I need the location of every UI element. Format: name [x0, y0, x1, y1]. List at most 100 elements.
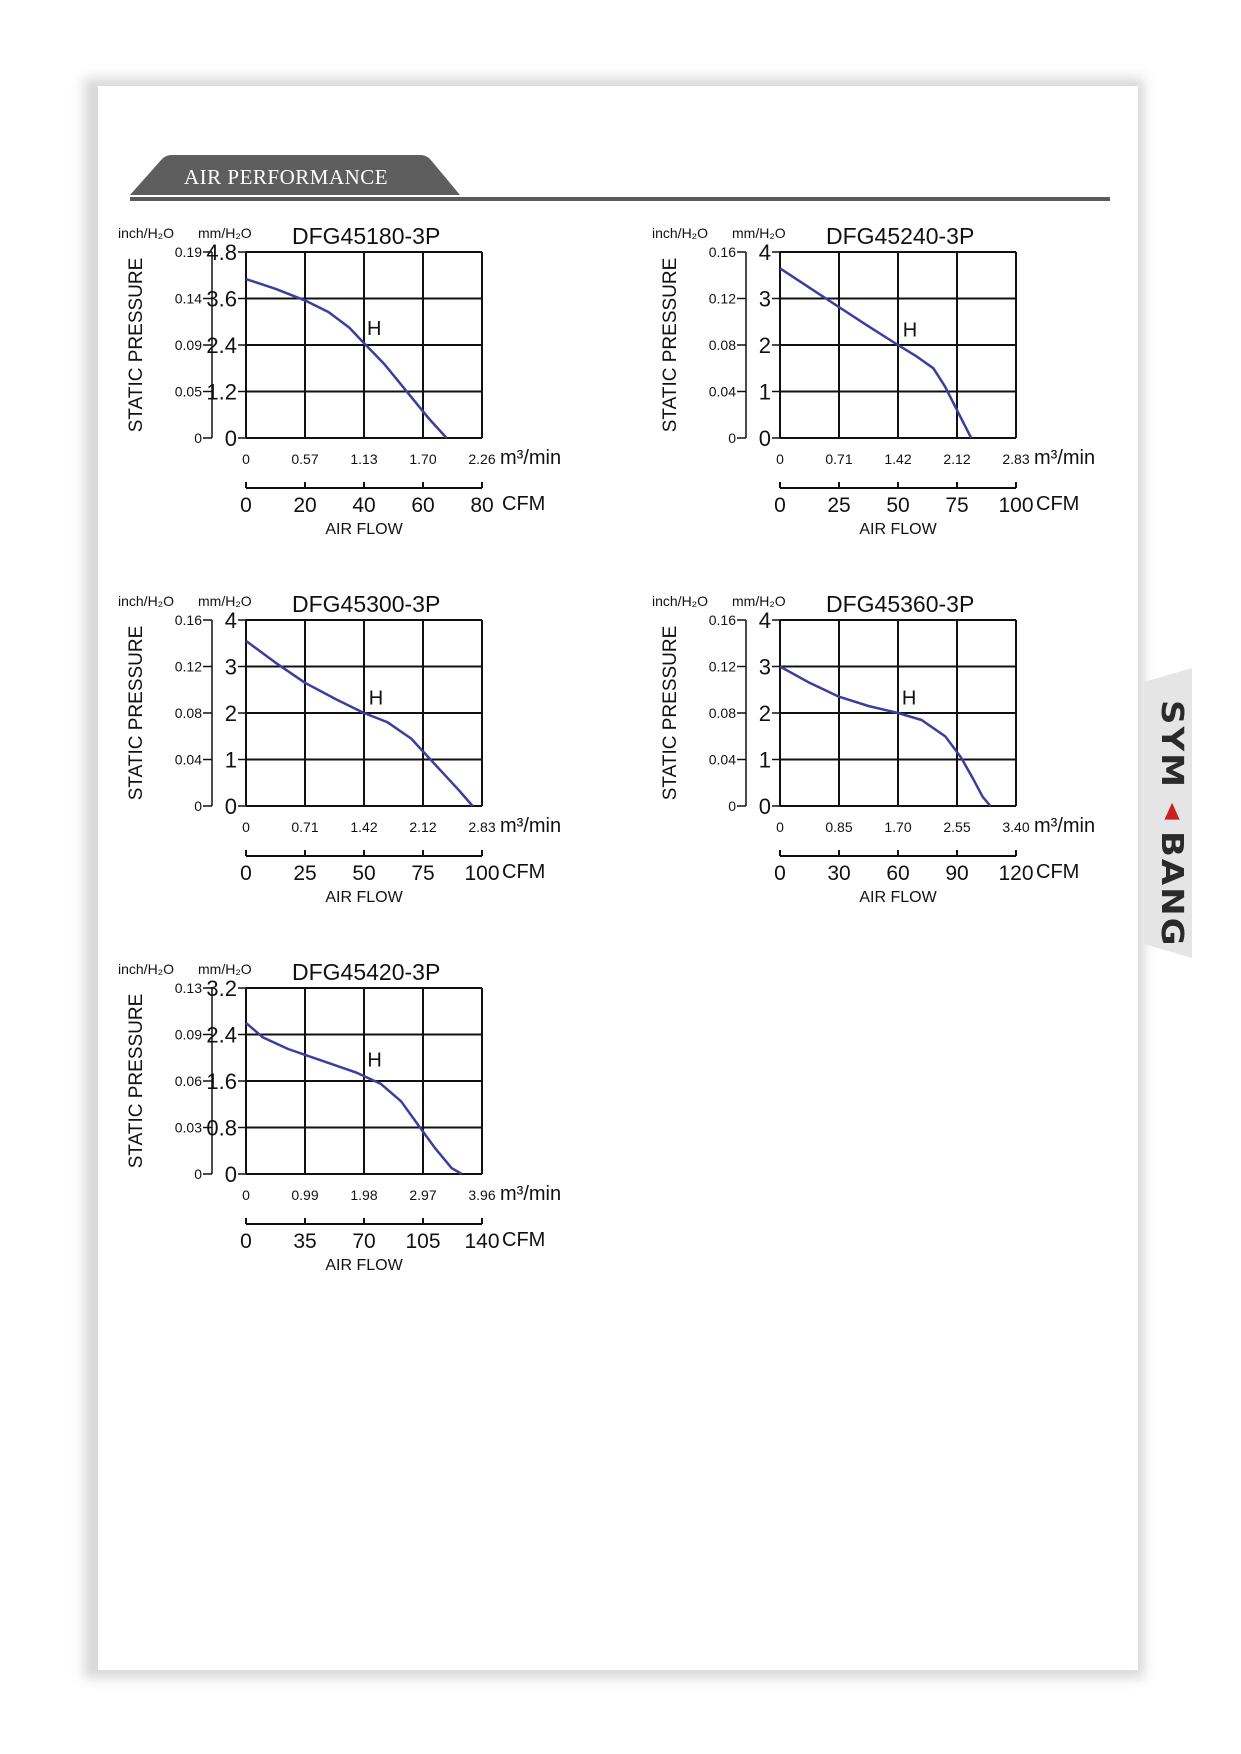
x-tick-metric-label: 2.83 — [468, 819, 495, 835]
x-tick-metric-label: 3.40 — [1002, 819, 1029, 835]
chart-title: DFG45180-3P — [292, 223, 440, 249]
y-unit-inch: inch/H₂O — [118, 593, 174, 609]
x-tick-metric-label: 1.13 — [350, 451, 377, 467]
x-tick-metric-label: 2.12 — [409, 819, 436, 835]
y-tick-inch-label: 0.06 — [175, 1073, 202, 1089]
x-tick-cfm-label: 80 — [470, 494, 493, 517]
x-tick-cfm-label: 70 — [352, 1230, 375, 1253]
y-tick-inch-label: 0.09 — [175, 1027, 202, 1043]
y-tick-inch-label: 0.14 — [175, 291, 202, 307]
y-tick-mm-label: 1 — [759, 748, 771, 773]
fan-curve-chart-dfg45360: inch/H₂O mm/H₂O DFG45360-3P STATIC PRESSURE… — [652, 591, 1095, 906]
y-tick-inch-label: 0.08 — [709, 705, 736, 721]
operating-point-label: H — [367, 318, 381, 340]
x-tick-cfm-label: 120 — [998, 862, 1033, 885]
x-tick-cfm-label: 100 — [464, 862, 499, 885]
pq-curve-line — [245, 639, 474, 807]
y-tick-mm-label: 3 — [759, 287, 771, 312]
y-tick-inch-label: 0.16 — [709, 244, 736, 260]
x-unit-cfm: CFM — [502, 861, 545, 883]
x-tick-metric-label: 0.57 — [291, 451, 318, 467]
x-tick-metric-label: 0.85 — [825, 819, 852, 835]
logo-mark-icon: ▴ — [1154, 788, 1190, 831]
y-tick-mm-label: 4 — [759, 608, 771, 633]
chart-title: DFG45300-3P — [292, 591, 440, 617]
y-tick-mm-label: 1 — [759, 380, 771, 405]
y-unit-mm: mm/H₂O — [198, 225, 252, 241]
section-header: AIR PERFORMANCE — [130, 155, 1110, 201]
x-axis-label: AIR FLOW — [325, 1257, 403, 1274]
y-tick-inch-label: 0.12 — [709, 659, 736, 675]
x-unit-cfm: CFM — [502, 1229, 545, 1251]
chart-title: DFG45360-3P — [826, 591, 974, 617]
y-tick-inch-label: 0 — [728, 798, 736, 814]
x-tick-cfm-label: 25 — [827, 494, 850, 517]
x-tick-cfm-label: 140 — [464, 1230, 499, 1253]
x-unit-cfm: CFM — [1036, 493, 1079, 515]
y-axis-label: STATIC PRESSURE — [660, 258, 681, 433]
x-unit-metric: m³/min — [500, 447, 561, 469]
y-unit-mm: mm/H₂O — [732, 593, 786, 609]
y-tick-mm-label: 2 — [759, 333, 771, 358]
x-unit-cfm: CFM — [502, 493, 545, 515]
x-tick-cfm-label: 0 — [240, 1230, 252, 1253]
y-tick-mm-label: 0 — [759, 426, 771, 451]
y-unit-mm: mm/H₂O — [198, 961, 252, 977]
x-tick-metric-label: 2.26 — [468, 451, 495, 467]
y-unit-inch: inch/H₂O — [652, 593, 708, 609]
x-tick-cfm-label: 90 — [945, 862, 968, 885]
brand-logo: SYM▴BANG — [1154, 700, 1190, 948]
y-unit-inch: inch/H₂O — [118, 961, 174, 977]
y-tick-mm-label: 4 — [759, 240, 771, 265]
x-tick-metric-label: 3.96 — [468, 1187, 495, 1203]
x-tick-cfm-label: 0 — [774, 862, 786, 885]
y-unit-inch: inch/H₂O — [118, 225, 174, 241]
x-tick-metric-label: 2.12 — [943, 451, 970, 467]
y-tick-inch-label: 0 — [728, 430, 736, 446]
x-tick-metric-label: 2.97 — [409, 1187, 436, 1203]
x-unit-metric: m³/min — [1034, 815, 1095, 837]
x-tick-cfm-label: 105 — [405, 1230, 440, 1253]
x-unit-metric: m³/min — [500, 815, 561, 837]
fan-curve-chart-dfg45420: inch/H₂O mm/H₂O DFG45420-3P STATIC PRESSURE… — [118, 959, 561, 1274]
fan-curve-chart-dfg45240: inch/H₂O mm/H₂O DFG45240-3P STATIC PRESSURE… — [652, 223, 1095, 538]
y-tick-inch-label: 0.04 — [709, 752, 736, 768]
x-tick-metric-label: 2.83 — [1002, 451, 1029, 467]
y-tick-inch-label: 0.08 — [175, 705, 202, 721]
y-tick-inch-label: 0.12 — [709, 291, 736, 307]
y-tick-inch-label: 0 — [194, 1166, 202, 1182]
x-unit-metric: m³/min — [500, 1183, 561, 1205]
y-tick-mm-label: 0 — [225, 794, 237, 819]
y-tick-inch-label: 0.16 — [709, 612, 736, 628]
y-tick-inch-label: 0.03 — [175, 1120, 202, 1136]
y-tick-inch-label: 0 — [194, 798, 202, 814]
x-axis-label: AIR FLOW — [859, 521, 937, 538]
x-tick-cfm-label: 0 — [774, 494, 786, 517]
y-tick-inch-label: 0.08 — [709, 337, 736, 353]
x-tick-metric-label: 0 — [776, 819, 784, 835]
operating-point-label: H — [902, 688, 916, 710]
x-tick-cfm-label: 60 — [886, 862, 909, 885]
x-tick-metric-label: 0 — [242, 819, 250, 835]
chart-title: DFG45240-3P — [826, 223, 974, 249]
y-tick-mm-label: 0 — [225, 426, 237, 451]
y-tick-mm-label: 2 — [759, 701, 771, 726]
x-tick-metric-label: 1.70 — [884, 819, 911, 835]
pq-curve-line — [779, 665, 992, 807]
x-tick-metric-label: 2.55 — [943, 819, 970, 835]
x-tick-metric-label: 0 — [242, 1187, 250, 1203]
x-tick-cfm-label: 40 — [352, 494, 375, 517]
header-tab-shape — [130, 155, 460, 195]
fan-curve-chart-dfg45180: inch/H₂O mm/H₂O DFG45180-3P STATIC PRESSURE… — [118, 223, 561, 538]
chart-title: DFG45420-3P — [292, 959, 440, 985]
x-tick-metric-label: 1.42 — [884, 451, 911, 467]
x-tick-cfm-label: 25 — [293, 862, 316, 885]
x-tick-metric-label: 0.71 — [825, 451, 852, 467]
x-tick-cfm-label: 20 — [293, 494, 316, 517]
x-tick-metric-label: 0.99 — [291, 1187, 318, 1203]
x-tick-cfm-label: 0 — [240, 862, 252, 885]
y-tick-mm-label: 2 — [225, 701, 237, 726]
pq-curve-line — [779, 267, 973, 439]
x-tick-cfm-label: 35 — [293, 1230, 316, 1253]
pq-curve-line — [245, 1021, 463, 1176]
